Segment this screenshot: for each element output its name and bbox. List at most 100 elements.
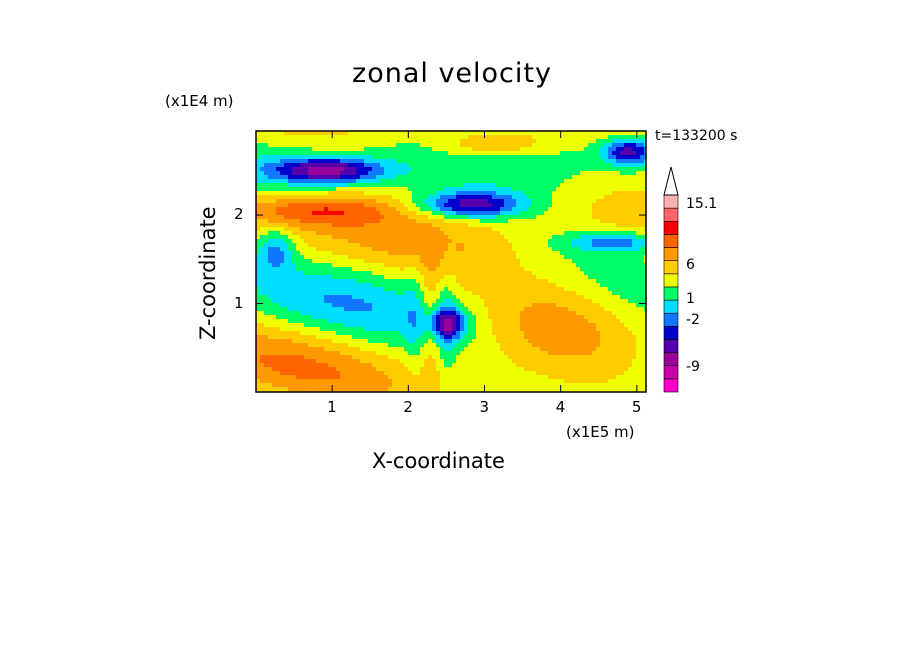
contour-cell <box>320 331 325 336</box>
contour-cell <box>312 139 317 144</box>
contour-cell <box>408 207 413 212</box>
contour-cell <box>532 139 537 144</box>
contour-cell <box>360 147 365 152</box>
contour-cell <box>624 199 629 204</box>
contour-cell <box>336 231 341 236</box>
contour-cell <box>488 223 493 228</box>
contour-cell <box>452 183 457 188</box>
contour-cell <box>576 215 581 220</box>
contour-cell <box>344 243 349 248</box>
contour-cell <box>408 191 413 196</box>
contour-cell <box>308 299 313 304</box>
contour-cell <box>304 323 309 328</box>
contour-cell <box>580 163 585 168</box>
contour-cell <box>272 271 277 276</box>
contour-cell <box>304 291 309 296</box>
contour-cell <box>584 255 589 260</box>
contour-cell <box>600 223 605 228</box>
contour-cell <box>400 167 405 172</box>
contour-cell <box>292 159 297 164</box>
contour-cell <box>288 203 293 208</box>
contour-cell <box>572 231 577 236</box>
contour-cell <box>368 167 373 172</box>
contour-cell <box>364 299 369 304</box>
contour-cell <box>420 327 425 332</box>
contour-cell <box>560 223 565 228</box>
contour-cell <box>412 327 417 332</box>
contour-cell <box>444 231 449 236</box>
contour-cell <box>420 319 425 324</box>
contour-cell <box>552 327 557 332</box>
contour-cell <box>272 291 277 296</box>
contour-cell <box>436 263 441 268</box>
contour-cell <box>264 319 269 324</box>
contour-cell <box>644 291 646 296</box>
contour-cell <box>528 271 533 276</box>
contour-cell <box>364 319 369 324</box>
contour-cell <box>548 255 553 260</box>
contour-cell <box>596 191 601 196</box>
contour-cell <box>548 131 553 136</box>
contour-cell <box>388 307 393 312</box>
contour-cell <box>396 283 401 288</box>
contour-cell <box>308 303 313 308</box>
contour-cell <box>588 131 593 136</box>
contour-cell <box>436 235 441 240</box>
contour-cell <box>624 207 629 212</box>
contour-cell <box>312 175 317 180</box>
contour-cell <box>468 331 473 336</box>
contour-cell <box>532 191 537 196</box>
contour-cell <box>352 251 357 256</box>
contour-cell <box>544 243 549 248</box>
contour-cell <box>636 275 641 280</box>
contour-cell <box>412 207 417 212</box>
contour-cell <box>284 323 289 328</box>
contour-cell <box>564 287 569 292</box>
contour-cell <box>576 299 581 304</box>
contour-cell <box>380 239 385 244</box>
contour-cell <box>316 287 321 292</box>
contour-cell <box>296 283 301 288</box>
contour-cell <box>376 183 381 188</box>
contour-cell <box>616 179 621 184</box>
contour-cell <box>452 171 457 176</box>
contour-cell <box>480 171 485 176</box>
contour-cell <box>508 155 513 160</box>
contour-cell <box>508 311 513 316</box>
contour-cell <box>396 211 401 216</box>
contour-cell <box>612 283 617 288</box>
contour-cell <box>288 159 293 164</box>
contour-cell <box>296 323 301 328</box>
contour-cell <box>520 211 525 216</box>
contour-cell <box>368 267 373 272</box>
contour-cell <box>636 167 641 172</box>
contour-cell <box>480 219 485 224</box>
contour-cell <box>308 179 313 184</box>
contour-cell <box>512 171 517 176</box>
contour-cell <box>576 331 581 336</box>
contour-cell <box>608 219 613 224</box>
contour-cell <box>288 199 293 204</box>
contour-cell <box>280 223 285 228</box>
contour-cell <box>452 155 457 160</box>
contour-cell <box>428 311 433 316</box>
contour-cell <box>332 135 337 140</box>
contour-cell <box>404 307 409 312</box>
contour-cell <box>560 231 565 236</box>
contour-cell <box>580 295 585 300</box>
contour-cell <box>320 243 325 248</box>
contour-cell <box>264 199 269 204</box>
contour-cell <box>388 207 393 212</box>
contour-cell <box>404 139 409 144</box>
contour-cell <box>472 259 477 264</box>
contour-cell <box>644 147 646 152</box>
contour-cell <box>620 135 625 140</box>
contour-cell <box>344 143 349 148</box>
contour-cell <box>308 139 313 144</box>
contour-cell <box>408 263 413 268</box>
contour-cell <box>380 207 385 212</box>
contour-cell <box>520 235 525 240</box>
contour-cell <box>464 267 469 272</box>
contour-cell <box>280 275 285 280</box>
contour-cell <box>436 307 441 312</box>
